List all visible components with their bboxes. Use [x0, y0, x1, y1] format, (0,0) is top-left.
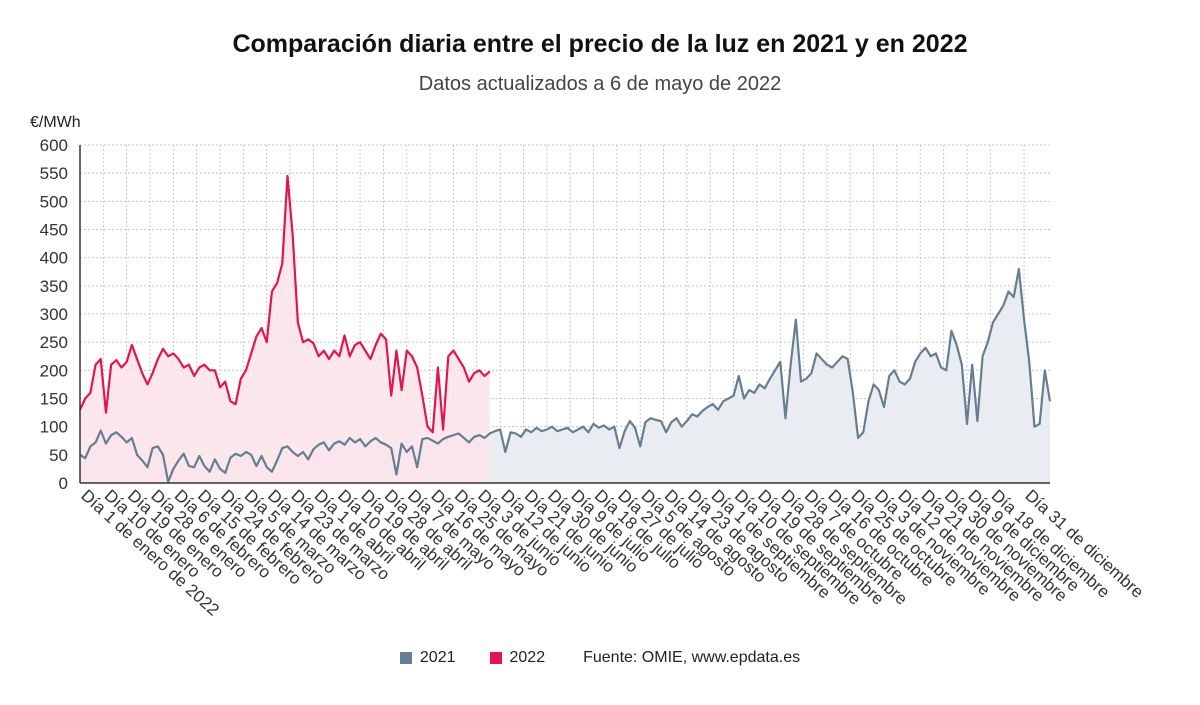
y-tick-label: 400: [40, 249, 68, 268]
source-note: Fuente: OMIE, www.epdata.es: [583, 649, 801, 666]
chart-subtitle: Datos actualizados a 6 de mayo de 2022: [418, 73, 782, 95]
legend-item-2021[interactable]: 2021: [399, 649, 456, 667]
y-tick-label: 0: [59, 474, 68, 493]
y-tick-label: 50: [49, 446, 68, 465]
y-tick-label: 150: [40, 390, 68, 409]
y-tick-label: 450: [40, 221, 68, 240]
series-area-2022: [80, 175, 490, 483]
y-tick-label: 100: [40, 418, 68, 437]
y-tick-label: 200: [40, 361, 68, 380]
legend-swatch-2021: [399, 652, 412, 664]
legend-label-2022: 2022: [509, 649, 546, 666]
chart-title: Comparación diaria entre el precio de la…: [232, 30, 968, 58]
y-tick-label: 250: [40, 333, 68, 352]
y-axis-unit: €/MWh: [30, 114, 81, 131]
y-tick-label: 500: [40, 192, 68, 211]
series-line-2022[interactable]: [79, 174, 491, 434]
series-areas: [80, 175, 1050, 483]
y-tick-labels: 0 50 100 150 200 250 300 350 400 450 500 550 600: [40, 136, 68, 493]
y-tick-label: 550: [40, 164, 68, 183]
series-line-2021[interactable]: [79, 267, 1052, 483]
legend-swatch-2022: [489, 652, 502, 664]
axes: [79, 145, 1050, 484]
legend-item-2022[interactable]: 2022: [489, 649, 546, 667]
series-area-2021: [80, 268, 1050, 483]
y-tick-label: 350: [40, 277, 68, 296]
legend-label-2021: 2021: [419, 649, 456, 666]
y-tick-label: 300: [40, 305, 68, 324]
series-lines: [79, 174, 1052, 483]
legend: 2021 2022 Fuente: OMIE, www.epdata.es: [0, 649, 1200, 667]
y-tick-label: 600: [40, 136, 68, 155]
